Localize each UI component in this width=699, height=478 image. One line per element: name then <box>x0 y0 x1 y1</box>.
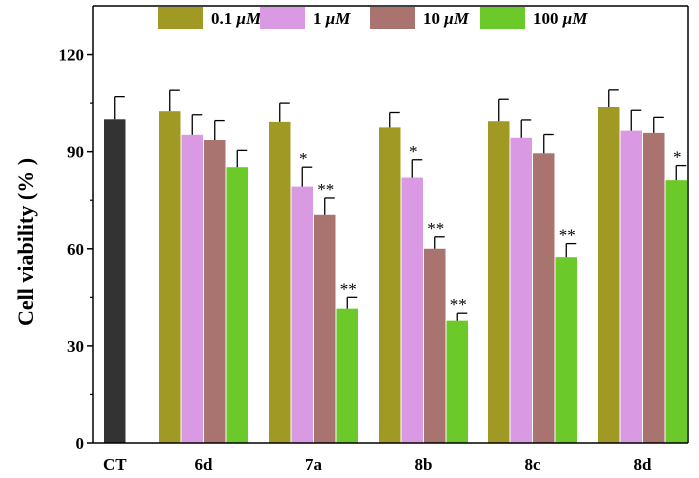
bar-8d-series-4 <box>665 180 687 443</box>
bar-8c-series-4 <box>555 257 577 443</box>
bar-ct <box>104 119 126 443</box>
y-axis-title: Cell viability (% ) <box>13 158 38 326</box>
x-tick-label-8b: 8b <box>415 455 433 474</box>
error-bars <box>114 89 687 321</box>
bar-8d-series-2 <box>620 130 642 444</box>
bar-8c-series-2 <box>510 137 532 443</box>
significance-7a-series-3: ** <box>317 180 334 199</box>
significance-8c-series-4: ** <box>559 226 576 245</box>
legend-swatch-3 <box>370 7 415 29</box>
bar-6d-series-3 <box>204 140 226 443</box>
bar-8c-series-3 <box>533 153 555 443</box>
y-tick-label-0: 0 <box>76 434 85 453</box>
legend: 0.1 μM 1 μM 10 μM 100 μM <box>158 7 588 29</box>
legend-label-1: 0.1 μM <box>211 9 262 28</box>
significance-8b-series-4: ** <box>450 295 467 314</box>
bar-7a-series-2 <box>291 186 313 444</box>
bar-8b-series-3 <box>424 248 446 443</box>
bar-7a-series-4 <box>336 308 358 443</box>
bars <box>104 106 687 444</box>
significance-7a-series-2: * <box>299 149 308 168</box>
axes: CT 6d 7a 8b 8c 8d 0 30 60 90 120 <box>59 5 689 474</box>
x-tick-label-8c: 8c <box>524 455 541 474</box>
bar-8b-series-2 <box>401 177 423 443</box>
legend-label-4: 100 μM <box>533 9 588 28</box>
legend-swatch-1 <box>158 7 203 29</box>
bar-8b-series-1 <box>379 127 401 443</box>
significance-8b-series-2: * <box>409 142 418 161</box>
bar-7a-series-1 <box>269 121 291 443</box>
y-tick-label-120: 120 <box>59 46 85 65</box>
bar-8d-series-1 <box>598 106 620 444</box>
bar-8b-series-4 <box>446 320 468 443</box>
y-tick-label-60: 60 <box>67 240 84 259</box>
bar-6d-series-2 <box>181 134 203 443</box>
bar-8c-series-1 <box>488 121 510 443</box>
y-tick-label-90: 90 <box>67 143 84 162</box>
bar-8d-series-3 <box>643 132 665 443</box>
bar-7a-series-3 <box>314 214 336 443</box>
bar-6d-series-4 <box>226 167 248 443</box>
legend-label-3: 10 μM <box>423 9 470 28</box>
y-tick-label-30: 30 <box>67 337 84 356</box>
legend-label-2: 1 μM <box>313 9 351 28</box>
x-tick-label-ct: CT <box>103 455 127 474</box>
significance-8b-series-3: ** <box>427 219 444 238</box>
x-tick-label-6d: 6d <box>195 455 214 474</box>
legend-swatch-2 <box>260 7 305 29</box>
legend-swatch-4 <box>480 7 525 29</box>
significance-7a-series-4: ** <box>340 279 357 298</box>
x-tick-label-7a: 7a <box>305 455 323 474</box>
bar-6d-series-1 <box>159 111 181 443</box>
x-tick-label-8d: 8d <box>634 455 653 474</box>
significance-markers: ************* <box>299 142 682 314</box>
significance-8d-series-4: * <box>673 148 682 167</box>
